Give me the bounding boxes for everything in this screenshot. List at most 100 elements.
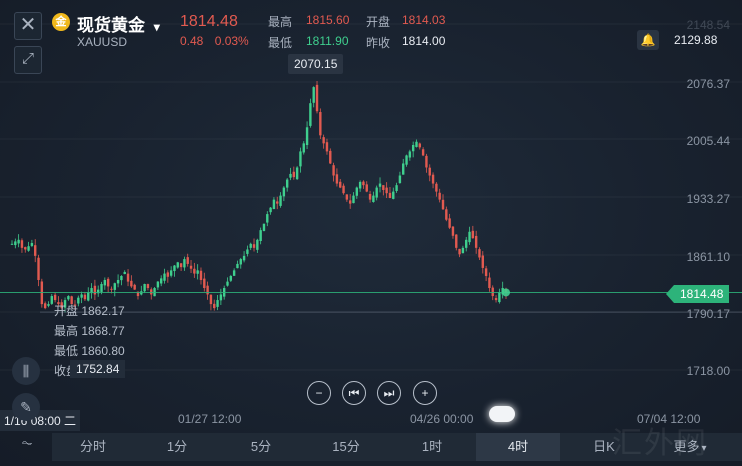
candle-body [411,144,415,152]
candle-body [156,281,160,288]
low-label: 最低 [268,36,293,50]
candle-body [239,259,242,265]
candle-body [47,304,50,306]
candle-body [295,167,299,180]
candle-body [14,241,17,246]
candle-body [67,296,70,300]
tab-5min[interactable]: 5分 [250,439,272,454]
candle-body [465,239,468,248]
candle-body [312,87,315,103]
candle-body [193,268,196,274]
x-tick-label: 01/27 12:00 [178,412,242,426]
candle-series [10,80,508,313]
candle-body [279,195,282,206]
candle-body [302,143,305,153]
y-tick-label: 2076.37 [686,77,730,91]
bell-icon[interactable]: 🔔 [637,30,659,50]
symbol-code: XAUUSD [77,35,128,49]
candle-body [176,262,179,268]
candle-style-icon[interactable]: ⫼ [12,357,40,385]
tab-daily[interactable]: 日K [593,439,615,454]
candle-body [448,218,451,228]
candle-body [90,288,93,294]
candle-body [93,285,97,295]
candle-body [415,141,418,147]
tab-more[interactable]: 更多 ▾ [648,433,732,461]
candle-body [468,231,471,243]
candle-body [130,280,133,287]
candle-body [256,239,259,250]
low-value: 1811.90 [306,34,349,48]
close-button[interactable]: ✕ [14,12,42,40]
candle-body [385,187,388,194]
candle-body [97,289,100,294]
candle-body [110,288,113,290]
candle-body [329,150,332,164]
candle-body [272,199,276,209]
candle-body [259,230,262,242]
tab-4hour[interactable]: 4时 [476,433,560,461]
candle-body [20,240,24,248]
candle-body [77,297,80,304]
candle-body [342,185,345,194]
timeline-scroll-handle[interactable] [489,406,515,422]
candle-body [421,149,425,156]
candle-body [57,302,60,305]
candle-body [322,137,325,144]
candle-body [388,192,392,199]
candle-body [494,298,498,301]
expand-icon[interactable]: ⤢ [14,46,42,74]
symbol-name[interactable]: 现货黄金 ▾ [77,11,160,36]
candle-body [10,243,14,245]
candle-body [378,183,382,187]
tab-1min[interactable]: 1分 [166,439,188,454]
candle-body [246,249,249,254]
candle-body [236,263,239,269]
candle-body [199,270,203,280]
candle-body [34,245,37,256]
scroll-left-button[interactable]: ⏮ [342,381,366,405]
tab-15min[interactable]: 15分 [332,439,360,454]
last-price-dot [502,288,510,297]
pencil-icon[interactable]: ✎ [12,393,40,421]
candle-body [451,226,455,236]
candle-body [27,246,30,251]
chevron-down-icon[interactable]: ▾ [153,20,160,34]
candle-body [43,303,47,309]
candle-body [368,194,372,200]
candle-body [392,191,395,199]
candle-body [103,279,107,286]
candle-body [213,303,216,309]
zoom-in-button[interactable]: + [413,381,437,405]
crosshair-time-label: 1/16 08:00 二 [0,410,81,431]
tab-1hour[interactable]: 1时 [421,439,443,454]
candle-body [484,268,488,276]
indicator-icon[interactable]: ⏦ [21,434,33,450]
crosshair-price-label: 1752.84 [70,360,126,378]
y-tick-label: 1718.00 [686,364,730,378]
candle-body [471,230,475,239]
candle-body [186,257,189,264]
candle-body [395,185,398,191]
candle-body [305,127,309,146]
candle-body [133,284,136,290]
candle-body [325,142,329,152]
candle-body [229,275,233,281]
y-tick-label: 2148.54 [686,18,730,32]
candle-body [455,234,458,248]
open-label: 开盘 [366,15,391,29]
candle-body [398,175,402,183]
candle-body [365,184,368,192]
scroll-right-button[interactable]: ⏭ [377,381,401,405]
zoom-out-button[interactable]: − [307,381,331,405]
candle-body [146,284,150,289]
chevron-down-icon: ▾ [701,443,707,454]
tab-timeshare[interactable]: 分时 [79,439,106,454]
candle-body [83,294,87,300]
candle-body [488,277,491,289]
symbol-name-text: 现货黄金 [77,16,145,35]
candle-body [461,247,465,254]
candle-body [166,272,170,277]
